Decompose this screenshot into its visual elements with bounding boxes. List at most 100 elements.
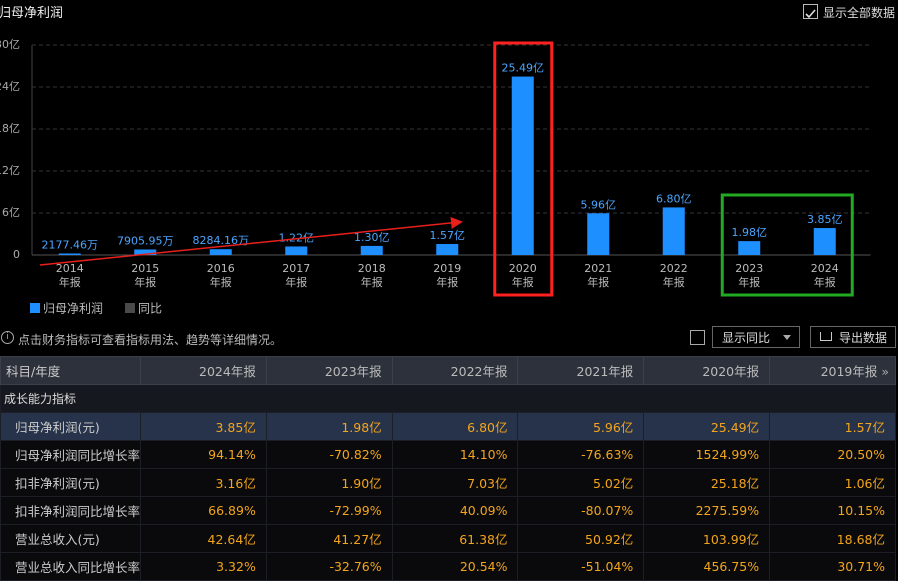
checkbox[interactable]: [690, 330, 705, 345]
bar: [134, 249, 157, 255]
legend-swatch: [125, 303, 135, 313]
bar: [738, 241, 761, 255]
value-cell: 2275.59%: [643, 496, 771, 525]
dropdown-label: 显示同比: [722, 331, 771, 345]
value-cell: 10.15%: [769, 496, 896, 525]
metric-cell: 扣非净利润(元): [0, 468, 141, 497]
x-tick-label: 2015 年报: [131, 262, 159, 289]
legend-label: 归母净利润: [43, 302, 103, 316]
bar: [360, 245, 383, 255]
bar: [662, 207, 685, 255]
y-tick-label: 30亿: [0, 38, 20, 51]
value-label: 25.49亿: [502, 62, 545, 75]
value-label: 8284.16万: [193, 234, 250, 247]
value-label: 3.85亿: [807, 213, 843, 226]
checkbox[interactable]: [803, 4, 818, 19]
value-cell: 42.64亿: [140, 524, 267, 553]
value-cell: 14.10%: [391, 440, 519, 469]
value-cell: 456.75%: [643, 552, 771, 581]
x-tick-label: 2023 年报: [735, 262, 763, 289]
value-cell: 66.89%: [140, 496, 267, 525]
show-all-label[interactable]: 显示全部数据: [823, 6, 896, 20]
metric-cell: 营业总收入同比增长率: [0, 552, 141, 581]
value-cell: 1524.99%: [643, 440, 771, 469]
value-cell: -32.76%: [265, 552, 393, 581]
export-label: 导出数据: [839, 331, 888, 345]
bar: [436, 244, 459, 255]
bar: [209, 249, 232, 255]
metric-cell: 营业总收入(元): [0, 524, 141, 553]
data-row[interactable]: 归母净利润同比增长率 94.14% -70.82% 14.10% -76.63% 1524…: [0, 440, 896, 469]
value-label: 2177.46万: [42, 238, 99, 251]
bar: [285, 246, 308, 255]
value-cell: 1.06亿: [769, 468, 896, 497]
header-cell: 2021年报: [517, 356, 645, 385]
header-cell: 2022年报: [391, 356, 519, 385]
value-cell: 1.98亿: [265, 412, 393, 441]
value-label: 5.96亿: [581, 198, 617, 211]
value-label: 1.98亿: [732, 226, 768, 239]
x-tick-label: 2020 年报: [509, 262, 537, 289]
info-icon: i: [1, 331, 14, 344]
value-label: 7905.95万: [117, 234, 174, 247]
y-tick-label: 24亿: [0, 80, 20, 93]
bar: [587, 213, 610, 255]
metric-cell: 扣非净利润同比增长率: [0, 496, 141, 525]
value-cell: 3.85亿: [140, 412, 267, 441]
data-row[interactable]: 归母净利润(元) 3.85亿 1.98亿 6.80亿 5.96亿 25.49亿 1.57亿: [0, 412, 896, 441]
x-tick-label: 2019 年报: [433, 262, 461, 289]
data-row[interactable]: 扣非净利润同比增长率 66.89% -72.99% 40.09% -80.07% 2275…: [0, 496, 896, 525]
x-tick-label: 2014 年报: [56, 262, 84, 289]
value-cell: 1.57亿: [769, 412, 896, 441]
data-row[interactable]: 营业总收入(元) 42.64亿 41.27亿 61.38亿 50.92亿 103.99亿 1…: [0, 524, 896, 553]
value-label: 1.30亿: [354, 231, 390, 244]
value-cell: -70.82%: [265, 440, 393, 469]
value-cell: -76.63%: [517, 440, 645, 469]
value-cell: 5.02亿: [517, 468, 645, 497]
value-cell: 6.80亿: [391, 412, 519, 441]
value-cell: 3.32%: [140, 552, 267, 581]
header-cell: 2023年报: [265, 356, 393, 385]
header-row: 科目/年度 2024年报 2023年报 2022年报 2021年报 2020年报 2019年…: [0, 356, 896, 385]
y-tick-label: 0: [13, 248, 20, 261]
value-cell: 7.03亿: [391, 468, 519, 497]
value-cell: 20.54%: [391, 552, 519, 581]
value-cell: 5.96亿: [517, 412, 645, 441]
value-cell: 25.18亿: [643, 468, 771, 497]
data-row[interactable]: 扣非净利润(元) 3.16亿 1.90亿 7.03亿 5.02亿 25.18亿 1.06亿: [0, 468, 896, 497]
value-cell: -80.07%: [517, 496, 645, 525]
header-cell: 科目/年度: [0, 356, 141, 385]
chart-title: 归母净利润: [0, 6, 64, 21]
legend-label: 同比: [138, 302, 162, 316]
x-tick-label: 2017 年报: [282, 262, 310, 289]
metric-cell: 归母净利润(元): [0, 412, 141, 441]
header-cell: 2020年报: [643, 356, 771, 385]
header-cell: 2024年报: [140, 356, 267, 385]
section-cell: 成长能力指标: [0, 384, 896, 413]
data-row[interactable]: 营业总收入同比增长率 3.32% -32.76% 20.54% -51.04% 456.7…: [0, 552, 896, 581]
y-tick-label: 6亿: [2, 206, 20, 219]
value-label: 6.80亿: [656, 192, 692, 205]
value-cell: -72.99%: [265, 496, 393, 525]
value-cell: 41.27亿: [265, 524, 393, 553]
x-tick-label: 2016 年报: [207, 262, 235, 289]
value-cell: 103.99亿: [643, 524, 771, 553]
value-cell: 30.71%: [769, 552, 896, 581]
bar: [813, 228, 836, 255]
value-cell: 18.68亿: [769, 524, 896, 553]
bar: [58, 253, 81, 255]
more-icon: »: [877, 364, 889, 379]
y-tick-label: 18亿: [0, 122, 20, 135]
highlight-box: [493, 41, 554, 297]
value-cell: 25.49亿: [643, 412, 771, 441]
value-cell: 1.90亿: [265, 468, 393, 497]
export-button[interactable]: 导出数据: [810, 326, 896, 348]
dropdown[interactable]: 显示同比: [712, 326, 800, 348]
value-cell: 50.92亿: [517, 524, 645, 553]
value-cell: 20.50%: [769, 440, 896, 469]
value-cell: 3.16亿: [140, 468, 267, 497]
note: 点击财务指标可查看指标用法、趋势等详细情况。: [18, 333, 283, 347]
highlight-box: [720, 193, 854, 297]
